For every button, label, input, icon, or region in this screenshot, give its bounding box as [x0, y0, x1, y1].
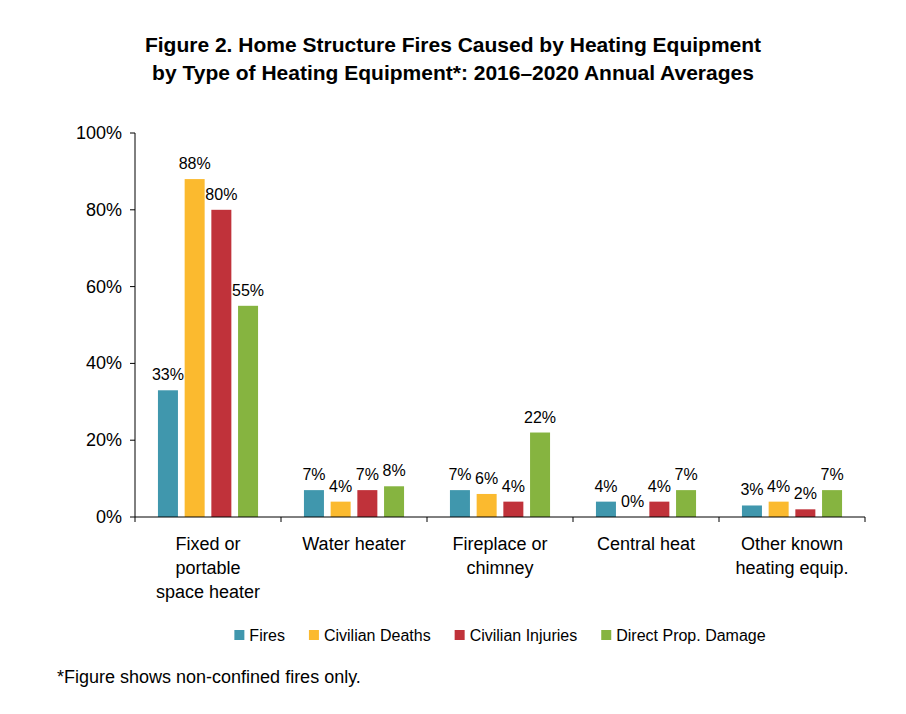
bar	[649, 502, 669, 517]
data-label: 7%	[448, 466, 471, 483]
x-axis	[135, 517, 865, 518]
data-label: 8%	[382, 462, 405, 479]
x-tick-label: Water heater	[302, 534, 405, 554]
data-label: 4%	[329, 478, 352, 495]
bar	[742, 505, 762, 517]
bar	[238, 306, 258, 517]
y-tick	[130, 133, 135, 134]
legend-label: Civilian Deaths	[324, 627, 431, 644]
data-label: 3%	[740, 481, 763, 498]
x-tick-label-line: chimney	[466, 558, 533, 578]
x-tick-label-line: portable	[175, 558, 240, 578]
x-category-tick	[573, 517, 574, 522]
title: Figure 2. Home Structure Fires Caused by…	[145, 33, 761, 84]
title-line: Figure 2. Home Structure Fires Caused by…	[145, 33, 761, 56]
x-tick-label-line: space heater	[156, 582, 260, 602]
y-tick	[130, 209, 135, 210]
bar	[384, 486, 404, 517]
data-label: 4%	[594, 478, 617, 495]
data-label: 7%	[674, 466, 697, 483]
bar	[676, 490, 696, 517]
x-category-tick	[719, 517, 720, 522]
data-label: 6%	[475, 470, 498, 487]
y-tick-label: 60%	[86, 277, 122, 297]
data-label: 22%	[524, 409, 556, 426]
x-tick-label: Central heat	[597, 534, 695, 554]
bar	[477, 494, 497, 517]
x-tick-label-line: Fireplace or	[452, 534, 547, 554]
bar	[357, 490, 377, 517]
bar	[304, 490, 324, 517]
legend-label: Direct Prop. Damage	[616, 627, 765, 644]
data-label: 0%	[621, 493, 644, 510]
data-label: 88%	[179, 155, 211, 172]
legend-swatch	[309, 630, 319, 640]
y-tick	[130, 286, 135, 287]
data-label: 4%	[648, 478, 671, 495]
x-category-tick	[281, 517, 282, 522]
y-tick	[130, 363, 135, 364]
y-tick-label: 0%	[96, 507, 122, 527]
chart: Figure 2. Home Structure Fires Caused by…	[0, 0, 906, 714]
data-label: 7%	[356, 466, 379, 483]
data-label: 80%	[205, 186, 237, 203]
data-label: 33%	[152, 366, 184, 383]
bar	[211, 210, 231, 517]
y-axis	[135, 133, 136, 517]
bar	[769, 502, 789, 517]
data-label: 4%	[767, 478, 790, 495]
x-category-tick	[135, 517, 136, 522]
x-tick-label-line: Other known	[741, 534, 843, 554]
bar	[530, 433, 550, 517]
legend-swatch	[455, 630, 465, 640]
x-tick-label-line: Fixed or	[175, 534, 240, 554]
data-label: 2%	[794, 485, 817, 502]
data-label: 7%	[820, 466, 843, 483]
legend-swatch	[234, 630, 244, 640]
x-tick-label-line: heating equip.	[735, 558, 848, 578]
footnote: *Figure shows non-confined fires only.	[57, 667, 361, 687]
data-label: 4%	[502, 478, 525, 495]
x-tick-label: Other known heating equip.	[735, 534, 848, 578]
bar	[822, 490, 842, 517]
legend: Fires Civilian Deaths Civilian Injuries Dir…	[234, 627, 765, 644]
bar	[450, 490, 470, 517]
y-tick	[130, 440, 135, 441]
x-category-tick	[865, 517, 866, 522]
bar	[185, 179, 205, 517]
x-tick-label-line: Central heat	[597, 534, 695, 554]
x-tick-label: Fireplace or chimney	[452, 534, 547, 578]
legend-swatch	[601, 630, 611, 640]
bar	[503, 502, 523, 517]
y-tick	[130, 517, 135, 518]
bar	[158, 390, 178, 517]
legend-label: Civilian Injuries	[470, 627, 578, 644]
title-line: by Type of Heating Equipment*: 2016–2020…	[152, 61, 754, 84]
y-tick-label: 80%	[86, 200, 122, 220]
data-label: 7%	[302, 466, 325, 483]
y-tick-label: 20%	[86, 430, 122, 450]
bar	[331, 502, 351, 517]
data-label: 55%	[232, 282, 264, 299]
bars	[158, 179, 842, 517]
y-tick-label: 40%	[86, 353, 122, 373]
x-tick-label-line: Water heater	[302, 534, 405, 554]
y-tick-label: 100%	[76, 123, 122, 143]
x-category-tick	[427, 517, 428, 522]
x-tick-label: Fixed or portable space heater	[156, 534, 260, 602]
legend-label: Fires	[249, 627, 285, 644]
bar	[795, 509, 815, 517]
bar	[596, 502, 616, 517]
